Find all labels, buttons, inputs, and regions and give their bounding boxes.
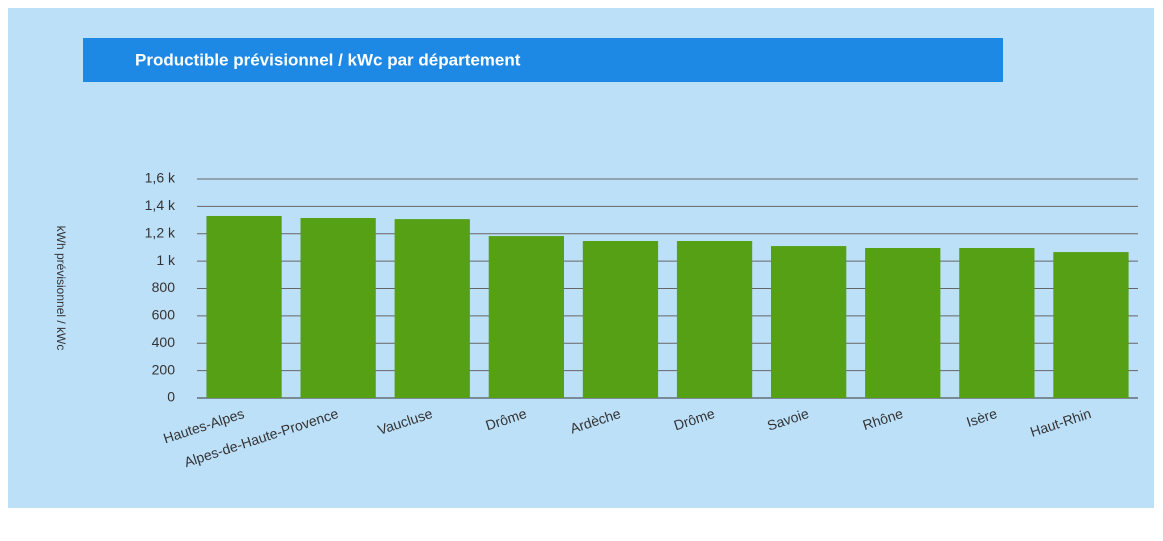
- y-tick-label: 0: [167, 389, 175, 405]
- bar: [394, 219, 470, 398]
- bar: [582, 241, 659, 398]
- y-tick-label: 1,4 k: [145, 197, 176, 213]
- title-banner: [83, 38, 1003, 82]
- y-tick-label: 1,6 k: [145, 170, 176, 186]
- chart-title: Productible prévisionnel / kWc par dépar…: [135, 50, 521, 69]
- y-tick-label: 1,2 k: [145, 224, 176, 240]
- y-axis-label: kWh prévisionnel / kWc: [54, 226, 68, 351]
- bar: [1053, 252, 1129, 398]
- bar: [676, 241, 753, 398]
- bar: [206, 215, 282, 398]
- bar: [488, 236, 564, 398]
- y-tick-label: 1 k: [156, 252, 176, 268]
- y-tick-label: 200: [152, 361, 176, 377]
- y-tick-label: 600: [152, 307, 176, 323]
- bar: [865, 247, 941, 398]
- bar: [959, 247, 1035, 398]
- y-tick-label: 400: [152, 334, 176, 350]
- bar: [771, 246, 847, 398]
- bar: [300, 218, 376, 398]
- y-tick-label: 800: [152, 279, 176, 295]
